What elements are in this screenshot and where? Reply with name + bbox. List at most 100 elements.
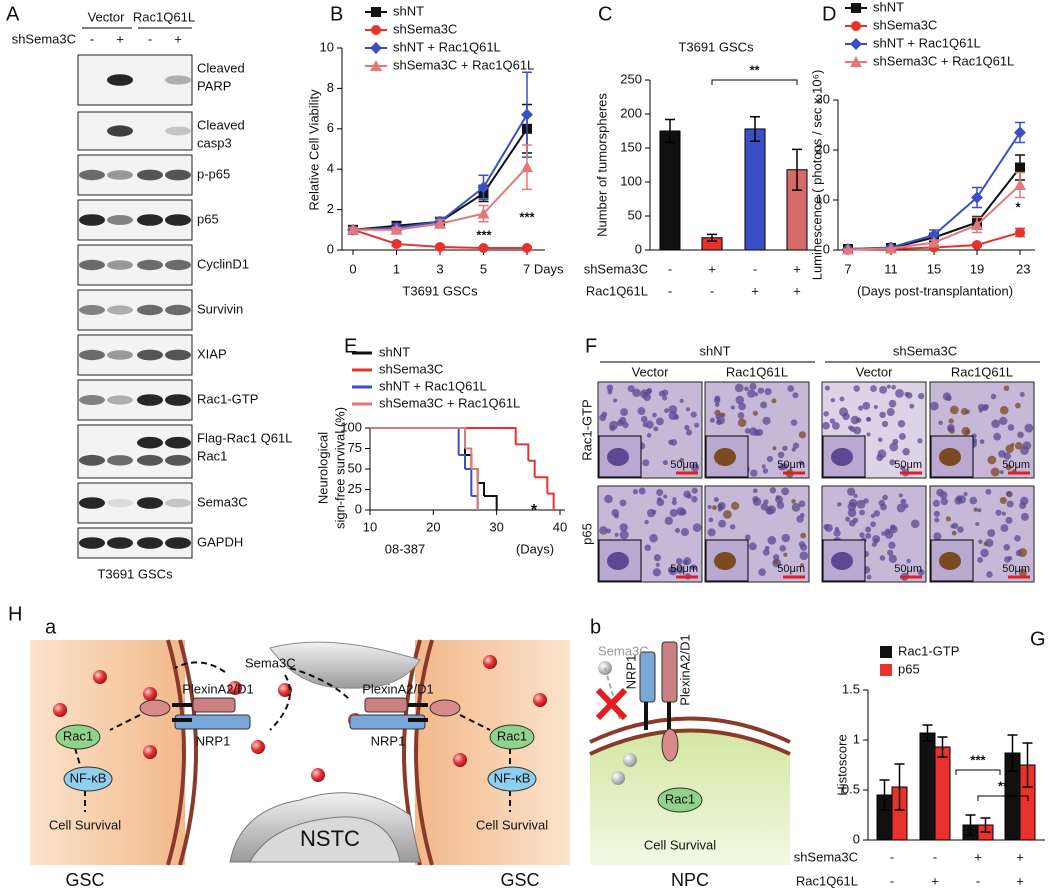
nucleus	[845, 516, 851, 522]
nucleus	[1020, 496, 1029, 506]
nucleus	[613, 513, 619, 519]
y-tick-label: 10	[320, 39, 334, 54]
blot-band	[77, 379, 193, 421]
nucleus	[999, 496, 1007, 505]
y-tick-label: 0	[327, 241, 334, 256]
nucleus	[857, 405, 864, 411]
x-tick-label: 40	[553, 519, 567, 534]
nucleus	[642, 421, 648, 428]
nucleus	[978, 539, 983, 544]
nucleus	[738, 402, 746, 411]
nucleus	[939, 491, 948, 500]
x-tick-label: 1	[393, 261, 400, 276]
survival-step	[471, 468, 479, 510]
scale-label: 50μm	[1002, 563, 1030, 575]
diagram-shape	[311, 768, 325, 782]
diagram-shape	[74, 747, 81, 766]
nucleus	[644, 544, 652, 552]
nucleus	[889, 442, 899, 452]
nucleus	[620, 408, 629, 417]
nucleus	[618, 416, 627, 425]
band-signal	[79, 395, 105, 405]
legend-swatch	[880, 646, 892, 658]
x-tick-label: 7	[844, 261, 851, 276]
nucleus	[779, 545, 786, 552]
nucleus	[619, 530, 629, 540]
y-tick-label: 75	[348, 440, 362, 455]
micrograph: 50μm	[597, 381, 703, 479]
chart-title: T3691 GSCs	[678, 39, 754, 54]
y-tick-label: 4	[327, 161, 334, 176]
nucleus	[614, 532, 619, 537]
inset-cell	[607, 552, 629, 570]
coreceptor-label: NRP1	[371, 733, 406, 748]
group-label: shSema3C	[893, 343, 957, 358]
panel-letter: C	[598, 3, 612, 25]
nucleus	[709, 417, 715, 423]
error-bar	[707, 233, 717, 242]
nucleus	[1007, 424, 1015, 431]
inset-cell	[714, 448, 736, 466]
band-signal	[107, 260, 133, 270]
nucleus	[775, 495, 780, 500]
nucleus	[757, 387, 765, 394]
condition-value: -	[933, 849, 937, 864]
nucleus	[848, 519, 856, 527]
blot-frame	[77, 424, 193, 479]
nucleus	[917, 569, 925, 576]
nucleus	[798, 431, 807, 439]
series-line	[352, 114, 528, 231]
nucleus	[716, 419, 722, 426]
diagram-shape	[533, 693, 547, 707]
x-tick-label: 5	[480, 261, 487, 276]
nucleus	[898, 432, 906, 440]
nucleus	[690, 564, 697, 571]
scale-label: 50μm	[777, 459, 805, 471]
panel-letter: F	[585, 335, 597, 357]
nucleus	[619, 523, 628, 532]
nucleus	[771, 398, 777, 404]
nfkb-node	[487, 766, 537, 792]
nucleus	[833, 529, 841, 537]
nucleus	[856, 499, 866, 509]
nucleus	[604, 494, 613, 504]
nucleus	[983, 541, 988, 546]
nucleus	[952, 522, 959, 529]
x-axis-label: 08-387	[385, 541, 425, 556]
node-label: NF-κB	[70, 770, 107, 785]
rac1-node	[55, 724, 101, 750]
nucleus	[644, 519, 649, 525]
band-signal	[107, 125, 133, 137]
nucleus	[956, 495, 963, 502]
bar	[934, 746, 951, 841]
condition-value: -	[710, 283, 714, 298]
nucleus	[880, 503, 887, 511]
nucleus	[1005, 464, 1012, 471]
x-tick-label: 15	[927, 261, 941, 276]
membrane	[414, 639, 434, 866]
band-label: XIAP	[197, 346, 227, 361]
lane-label: -	[148, 31, 152, 46]
nucleus	[865, 526, 872, 533]
nucleus	[877, 437, 883, 443]
lane-label: +	[116, 31, 124, 46]
nucleus	[777, 451, 785, 459]
nucleus	[690, 411, 697, 418]
condition-value: -	[668, 283, 672, 298]
nucleus	[684, 424, 690, 431]
nucleus	[839, 396, 845, 402]
y-tick-label: 2	[327, 201, 334, 216]
marker	[842, 243, 854, 255]
legend-label: shSema3C	[873, 17, 937, 32]
diagram-shape	[172, 703, 192, 707]
nucleus	[979, 439, 985, 445]
marker	[885, 242, 897, 254]
y-tick-label: 1	[853, 731, 860, 746]
group-label: Rac1Q61L	[133, 9, 195, 24]
ligand-label: Sema3C	[245, 655, 296, 670]
bar	[744, 128, 766, 251]
nucleus	[863, 498, 869, 504]
nucleus	[873, 510, 881, 517]
nucleus	[640, 415, 648, 423]
nucleus	[653, 554, 662, 562]
